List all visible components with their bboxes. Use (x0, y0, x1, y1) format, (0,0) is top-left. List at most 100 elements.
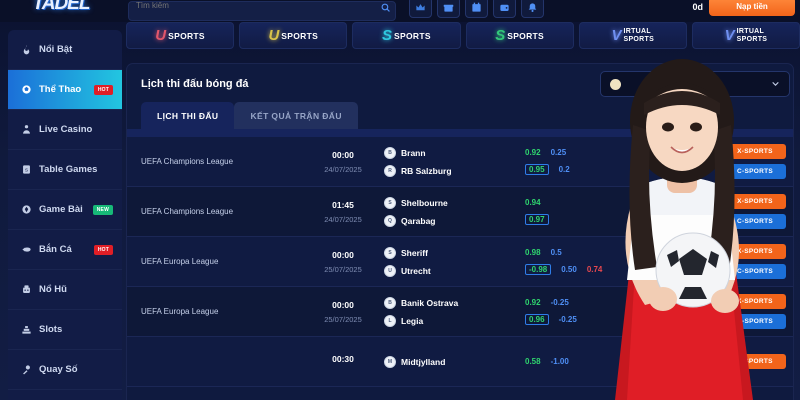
odd-value[interactable]: 0.96 (525, 314, 549, 325)
sidebar-item-nổ-hũ[interactable]: Nổ Hũ (8, 270, 122, 310)
calendar-icon[interactable] (465, 0, 488, 18)
schedule-panel: Lịch thi đấu bóng đá LỊCH THI ĐẤU KẾT QUẢ… (126, 63, 794, 400)
sports-nav-item-2[interactable]: S SPORTS (352, 22, 461, 49)
sports-nav-item-3[interactable]: S SPORTS (465, 22, 574, 49)
svg-text:S: S (25, 168, 28, 174)
sidebar-item-label: Slots (39, 324, 63, 335)
odd-value[interactable]: 0.94 (525, 198, 541, 207)
away-team: U Utrecht (384, 264, 519, 277)
table-row[interactable]: UEFA Europa League 00:00 25/07/2025 S Sherif… (127, 237, 793, 287)
odd-value[interactable]: 0.97 (525, 214, 549, 225)
sidebar-badge-hot: HOT (93, 244, 113, 255)
provider-tag-x-sports[interactable]: X-SPORTS (724, 294, 786, 309)
teams-cell: S Shelbourne Q Qarabag (384, 196, 519, 227)
sidebar-item-label: Thể Thao (39, 84, 82, 95)
fish-icon (21, 244, 32, 255)
table-row[interactable]: UEFA Champions League 00:00 24/07/2025 B Bra… (127, 137, 793, 187)
odds-line: 0.92 -0.25 (525, 298, 721, 307)
sidebar-item-game-bài[interactable]: Game Bài NEW (8, 190, 122, 230)
sidebar-badge-hot: HOT (93, 84, 113, 95)
sports-nav-mark: U (268, 27, 280, 44)
match-time: 00:00 (332, 249, 354, 260)
provider-tag-c-sports[interactable]: C-SPORTS (724, 214, 786, 229)
sports-nav-label: SPORTS (281, 30, 319, 41)
sports-nav-item-0[interactable]: U SPORTS (126, 22, 235, 49)
odd-value[interactable]: 0.92 (525, 148, 541, 157)
search-bar[interactable] (128, 1, 396, 21)
away-team-name: Qarabag (401, 215, 436, 226)
odd-value[interactable]: 0.25 (550, 148, 567, 157)
spin-icon (21, 364, 32, 375)
vip-icon[interactable] (409, 0, 432, 18)
provider-tag-x-sports[interactable]: X-SPORTS (724, 194, 786, 209)
bell-icon[interactable] (521, 0, 544, 18)
sidebar-item-nổi-bật[interactable]: Nổi Bật (8, 30, 122, 70)
banik-ostrava-logo: B (384, 296, 396, 309)
rb-salzburg-logo: R (384, 164, 396, 177)
odd-value[interactable]: 0.98 (525, 248, 541, 257)
provider-tag-c-sports[interactable]: C-SPORTS (724, 164, 786, 179)
search-icon[interactable] (375, 3, 395, 12)
odd-value[interactable]: 0.5 (550, 248, 562, 257)
home-team-name: Sheriff (401, 247, 428, 258)
home-team: B Banik Ostrava (384, 296, 519, 309)
chevron-down-icon[interactable] (771, 75, 780, 93)
deposit-button[interactable]: Nạp tiền (709, 0, 795, 16)
odd-value[interactable]: -1.00 (550, 357, 569, 366)
sports-nav-mark: S (495, 27, 506, 44)
table-row[interactable]: UEFA Champions League 01:45 24/07/2025 S She… (127, 187, 793, 237)
sports-nav-item-5[interactable]: V IRTUAL SPORTS (691, 22, 800, 49)
odd-value[interactable]: -0.25 (550, 298, 569, 307)
sidebar-item-label: Quay Số (39, 364, 78, 375)
odds-line: 0.58 -1.00 (525, 357, 721, 366)
sidebar-item-slots[interactable]: Slots (8, 310, 122, 350)
provider-tag-x-sports[interactable]: X-SPORTS (724, 144, 786, 159)
sports-nav-item-4[interactable]: V IRTUAL SPORTS (578, 22, 687, 49)
sidebar-item-quay-số[interactable]: Quay Số (8, 350, 122, 390)
provider-tag-c-sports[interactable]: C-SPORTS (724, 314, 786, 329)
odd-value[interactable]: 0.95 (525, 164, 549, 175)
tab-schedule[interactable]: LỊCH THI ĐẤU (141, 102, 235, 129)
away-team: R RB Salzburg (384, 164, 519, 177)
search-input[interactable] (129, 2, 375, 16)
table-row[interactable]: 00:30 M Midtjylland 0.58 -1.00 X-SPORTS (127, 337, 793, 387)
table-row[interactable]: UEFA Europa League 00:00 25/07/2025 B Banik … (127, 287, 793, 337)
odd-value[interactable]: -0.98 (525, 264, 552, 275)
odd-value[interactable]: 0.92 (525, 298, 541, 307)
provider-tag-x-sports[interactable]: X-SPORTS (724, 244, 786, 259)
sidebar-item-label: Table Games (39, 164, 98, 175)
teams-cell: S Sheriff U Utrecht (384, 246, 519, 277)
provider-tag-x-sports[interactable]: X-SPORTS (724, 354, 786, 369)
sports-nav-label: SPORTS (507, 30, 544, 41)
brand-logo[interactable]: TADEL (0, 0, 122, 22)
match-list: UEFA Champions League 00:00 24/07/2025 B Bra… (127, 137, 793, 387)
league-filter-dropdown[interactable] (600, 71, 790, 97)
gift-icon[interactable] (437, 0, 460, 18)
odd-value[interactable]: -0.25 (558, 315, 577, 324)
sidebar-item-label: Game Bài (39, 204, 83, 215)
sidebar-item-live-casino[interactable]: Live Casino (8, 110, 122, 150)
odd-value[interactable]: 0.58 (525, 357, 541, 366)
sports-nav-item-1[interactable]: U SPORTS (239, 22, 348, 49)
odd-value[interactable]: 0.74 (586, 265, 603, 274)
odd-value[interactable]: 0.2 (558, 165, 570, 174)
provider-tag-c-sports[interactable]: C-SPORTS (724, 264, 786, 279)
away-team: Q Qarabag (384, 214, 519, 227)
tab-results[interactable]: KẾT QUẢ TRẬN ĐẤU (234, 102, 358, 129)
sidebar-item-bắn-cá[interactable]: Bắn Cá HOT (8, 230, 122, 270)
home-team: S Sheriff (384, 246, 519, 259)
sports-nav-label: SPORTS (394, 30, 431, 41)
match-time: 01:45 (332, 199, 354, 210)
brand-logo-text: TADEL (32, 0, 91, 14)
top-header: TADEL 0d N (0, 0, 800, 22)
odds-line: 0.97 (525, 214, 721, 225)
wallet-icon[interactable] (493, 0, 516, 18)
odd-value[interactable]: 0.50 (561, 265, 577, 274)
sidebar-item-thể-thao[interactable]: Thể Thao HOT (8, 70, 122, 110)
sidebar-item-table-games[interactable]: S Table Games (8, 150, 122, 190)
midtjylland-logo: M (384, 355, 396, 368)
odds-line: 0.92 0.25 (525, 148, 721, 157)
sports-nav-mark: V (724, 27, 735, 44)
sidebar-item-lô-đề[interactable]: Lô ĐềHOT (8, 390, 122, 400)
